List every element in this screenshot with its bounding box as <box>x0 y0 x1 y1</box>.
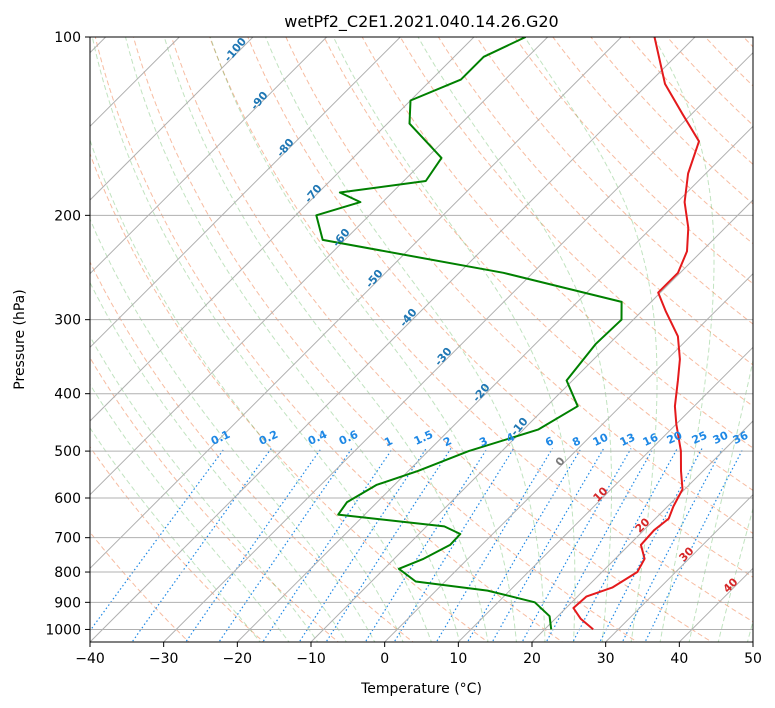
mixing-ratio-line <box>131 448 272 642</box>
x-tick-label: 50 <box>744 651 762 667</box>
dewpoint-profile-line <box>315 37 623 630</box>
isotherm-gridline <box>90 37 622 570</box>
mixing-ratio-label: 25 <box>690 429 709 447</box>
mixing-ratio-lines <box>90 448 744 642</box>
plot-frame <box>89 36 754 643</box>
x-tick-label: −40 <box>75 651 105 667</box>
dry-adiabat-line <box>285 37 753 535</box>
isotherm-gridline <box>605 493 753 642</box>
dry-adiabat-line <box>247 37 753 578</box>
mixing-ratio-line <box>393 448 515 642</box>
isotherm-gridline <box>90 37 475 422</box>
y-tick-label: 400 <box>54 387 81 403</box>
x-tick-label: 40 <box>670 651 688 667</box>
dry-adiabat-line <box>170 37 713 642</box>
mixing-ratio-label: 13 <box>618 431 637 449</box>
mixing-ratio-label: 20 <box>665 429 685 447</box>
dry-adiabat-line <box>476 37 753 325</box>
x-tick-label: −20 <box>223 651 253 667</box>
mixing-ratio-line <box>466 448 582 642</box>
mixing-ratio-line <box>364 448 488 642</box>
y-tick-label: 500 <box>54 444 81 460</box>
y-tick-label: 800 <box>54 565 81 581</box>
y-tick-label: 200 <box>54 208 81 224</box>
isotherm-gridline <box>384 272 753 642</box>
temperature-profile-line <box>572 37 700 631</box>
mixing-ratio-line <box>545 448 654 642</box>
x-axis: −40 −30 −20 −10 0 10 20 30 40 50 <box>75 642 762 667</box>
x-tick-label: −10 <box>296 651 326 667</box>
mixing-ratio-line <box>218 448 353 642</box>
moist-adiabat-line <box>90 138 404 642</box>
y-axis-label: Pressure (hPa) <box>12 289 28 389</box>
mixing-ratio-label: 16 <box>641 431 661 449</box>
dry-adiabat-line <box>437 37 753 366</box>
isotherm-gridline <box>90 37 328 275</box>
moist-adiabat-line <box>91 37 432 642</box>
mixing-ratio-line <box>521 448 632 642</box>
y-tick-label: 900 <box>54 595 81 611</box>
x-tick-label: 10 <box>449 651 467 667</box>
isotherm-gridline <box>90 37 401 349</box>
mixing-ratio-label: 10 <box>591 431 611 449</box>
x-tick-label: 20 <box>523 651 541 667</box>
mixing-ratio-line <box>262 448 393 642</box>
moist-adiabat-line <box>90 383 290 642</box>
y-tick-label: 300 <box>54 313 81 329</box>
isotherm-gridline <box>90 37 254 201</box>
y-axis: 100 200 300 400 500 600 700 800 900 1000 <box>45 30 90 638</box>
x-axis-label: Temperature (°C) <box>360 681 482 697</box>
y-tick-label: 700 <box>54 531 81 547</box>
mixing-ratio-line <box>435 448 554 642</box>
isotherm-gridline <box>236 125 753 642</box>
y-tick-label: 100 <box>54 30 81 46</box>
isotherm-gridline <box>457 346 753 642</box>
mixing-ratio-label: 30 <box>711 429 731 447</box>
grid-lines <box>90 37 753 642</box>
sounding-series <box>315 37 700 631</box>
plot-area: -100-90-80-70-60-50-40-30-20-10010203040… <box>90 37 753 642</box>
dry-adiabat-line <box>361 37 753 449</box>
y-tick-label: 1000 <box>45 622 81 638</box>
x-tick-label: 30 <box>597 651 615 667</box>
dry-adiabat-line <box>90 152 489 642</box>
y-tick-label: 600 <box>54 491 81 507</box>
mixing-ratio-line <box>621 448 723 642</box>
chart-title: wetPf2_C2E1.2021.040.14.26.G20 <box>284 12 558 32</box>
isotherm-gridline <box>531 420 753 642</box>
x-tick-label: 0 <box>380 651 389 667</box>
mixing-ratio-line <box>298 448 427 642</box>
isotherm-gridline <box>90 37 549 496</box>
isotherm-gridline <box>163 51 753 642</box>
moist-adiabat-line <box>90 427 261 642</box>
x-tick-label: −30 <box>149 651 179 667</box>
mixing-ratio-line <box>185 448 322 642</box>
isotherm-gridline <box>90 37 696 642</box>
isotherm-gridline <box>310 199 753 642</box>
mixing-ratio-label: 36 <box>731 429 751 447</box>
mixing-ratio-line <box>325 448 452 642</box>
dry-adiabat-line <box>323 37 753 491</box>
